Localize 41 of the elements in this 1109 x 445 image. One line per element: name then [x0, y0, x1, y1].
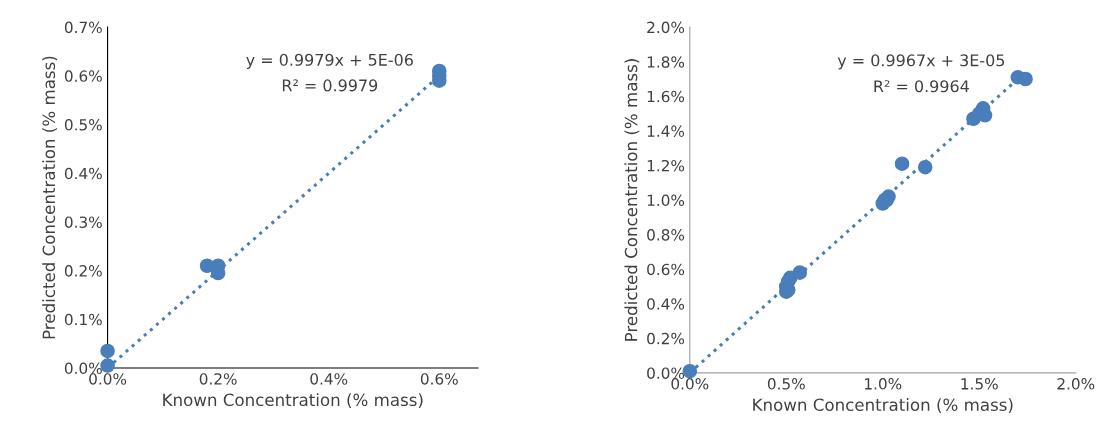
y-tick-label: 1.4% — [647, 125, 685, 137]
x-tick-label: 1.0% — [865, 378, 902, 390]
annotation: R² = 0.9964 — [874, 80, 969, 93]
x-tick-label: 0.4% — [310, 373, 348, 385]
y-tick-label: 1.6% — [647, 90, 685, 103]
y-tick-label: 1.0% — [647, 194, 685, 207]
point — [100, 343, 115, 359]
annotation: y = 0.9979x + 5E-06 — [246, 53, 413, 69]
y-axis-title: Predicted Concentration (% mass) — [624, 59, 640, 341]
y-tick-label: 0.6% — [64, 70, 102, 82]
y-tick-label: 0.3% — [64, 216, 102, 228]
y-tick-label: 0.7% — [64, 21, 102, 34]
y-tick-label: 0.4% — [647, 298, 685, 310]
x-tick-label: 0.6% — [420, 373, 458, 385]
y-tick-label: 0.1% — [64, 313, 102, 326]
y-tick-label: 0.0% — [64, 362, 102, 375]
y-tick-label: 1.2% — [647, 159, 685, 172]
y-tick-label: 1.8% — [647, 56, 685, 68]
annotation: R² = 0.9979 — [282, 79, 378, 92]
y-axis-title: Predicted Concentration (% mass) — [42, 56, 58, 339]
y-tick-label: 0.2% — [647, 332, 685, 345]
x-tick-label: 2.0% — [1057, 378, 1095, 390]
y-tick-label: 0.5% — [64, 119, 102, 131]
y-tick-label: 0.8% — [647, 229, 685, 241]
y-tick-label: 0.6% — [647, 263, 685, 276]
point — [1018, 71, 1033, 87]
x-tick-label: 0.0% — [89, 373, 127, 385]
y-tick-label: 2.0% — [647, 21, 685, 34]
y-tick-label: 0.4% — [64, 167, 102, 180]
x-tick-label: 1.5% — [961, 378, 998, 390]
x-axis-title: Known Concentration (% mass) — [753, 398, 1013, 413]
y-tick-label: 0.2% — [64, 265, 102, 277]
point — [100, 358, 115, 373]
annotation: y = 0.9967x + 3E-05 — [837, 54, 1005, 70]
x-tick-label: 0.0% — [671, 378, 709, 390]
point — [894, 156, 910, 172]
x-tick-label: 0.2% — [199, 373, 237, 385]
x-tick-label: 0.5% — [767, 378, 805, 390]
point — [792, 265, 808, 280]
point — [917, 159, 933, 175]
x-axis-title: Known Concentration (% mass) — [163, 393, 423, 409]
